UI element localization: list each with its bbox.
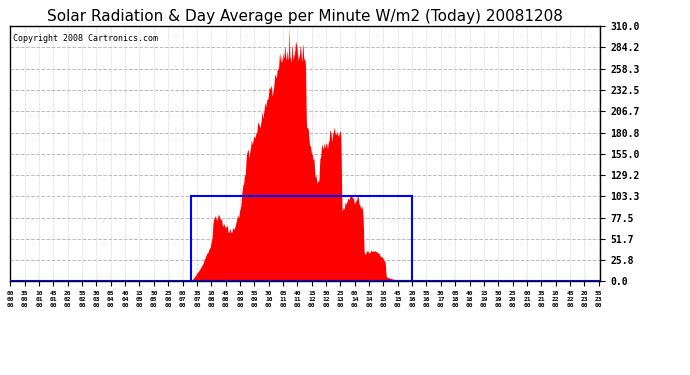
Text: Copyright 2008 Cartronics.com: Copyright 2008 Cartronics.com: [13, 34, 158, 43]
Bar: [190, 196, 412, 281]
Title: Solar Radiation & Day Average per Minute W/m2 (Today) 20081208: Solar Radiation & Day Average per Minute…: [48, 9, 563, 24]
